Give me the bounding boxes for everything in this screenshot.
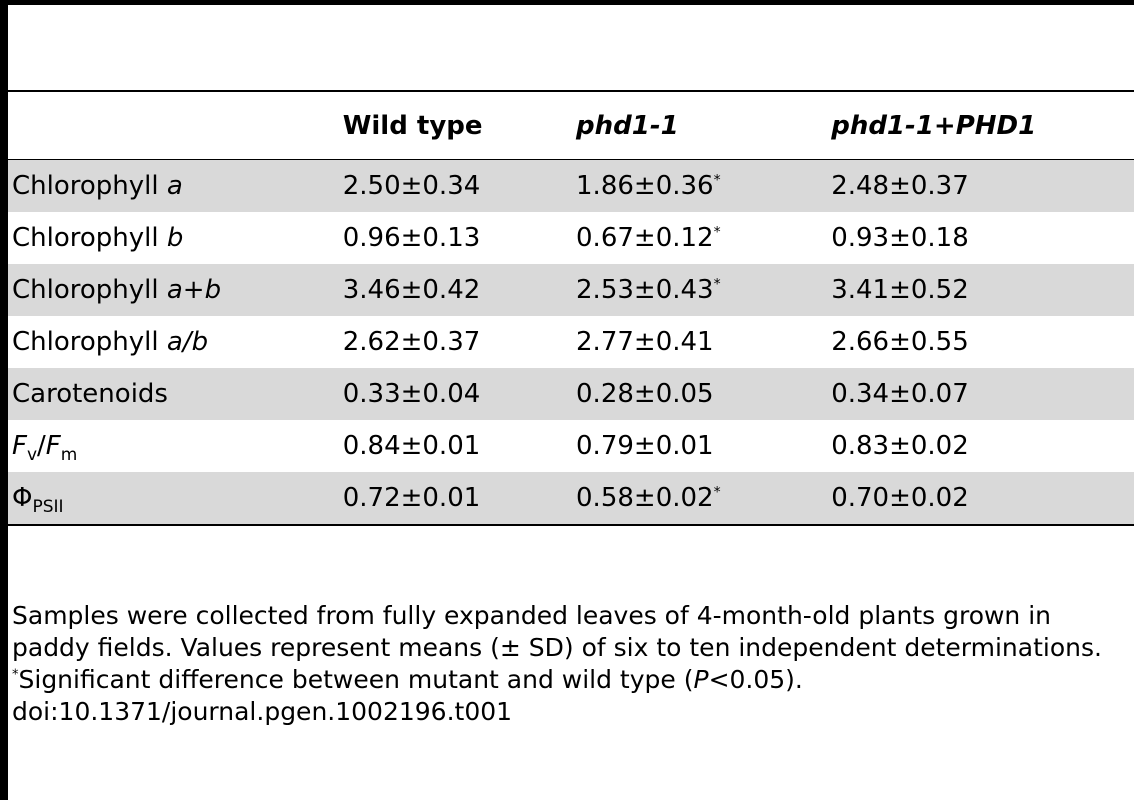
significance-marker: * [713,224,721,241]
cell-complemented: 0.83±0.02 [831,431,969,461]
cell-mutant-value: 2.53±0.43 [576,275,714,305]
row-label: Chlorophyll a [8,159,343,212]
footnote-asterisk: * [12,667,19,683]
row-label-text: Chlorophyll [12,171,167,201]
row-label: Chlorophyll b [8,212,343,264]
header-empty [8,91,343,160]
cell-mutant: 2.77±0.41 [576,316,831,368]
footnote-methods: Samples were collected from fully expand… [12,601,1102,662]
cell-complemented: 3.41±0.52 [831,275,969,305]
cell-mutant: 0.67±0.12* [576,212,831,264]
cell-wild-type: 2.50±0.34 [342,159,577,212]
table-row: Chlorophyll a/b 2.62±0.37 2.77±0.41 2.66… [8,316,1134,368]
cell-wild-type: 0.33±0.04 [342,379,481,409]
footnote-sig-end: <0.05). [708,665,803,694]
cell-complemented: 2.66±0.55 [831,327,969,357]
header-wild-type: Wild type [342,110,483,141]
phi-symbol: Φ [12,483,33,513]
cell-wild-type: 2.62±0.37 [342,327,481,357]
table-row: Chlorophyll a+b 3.46±0.42 2.53±0.43* 3.4… [8,264,1134,316]
row-label: ΦPSII [8,472,343,526]
cell-wild-type: 0.84±0.01 [342,431,481,461]
significance-marker: * [713,276,721,293]
row-label: Carotenoids [8,368,343,420]
cell-mutant: 0.28±0.05 [576,368,831,420]
table-row: Fv/Fm 0.84±0.01 0.79±0.01 0.83±0.02 [8,420,1134,472]
fv-sub-v: v [26,445,38,466]
footnote-doi: doi:10.1371/journal.pgen.1002196.t001 [12,697,513,726]
chlorophyll-table: Wild type phd1-1 phd1-1+PHD1 Chlorophyll… [8,90,1134,526]
cell-mutant: 0.58±0.02* [576,472,832,526]
cell-mutant-value: 0.67±0.12 [576,223,714,253]
data-table-container: Wild type phd1-1 phd1-1+PHD1 Chlorophyll… [8,90,1134,526]
cell-mutant: 1.86±0.36* [576,159,832,212]
header-comp-a: phd1-1 [831,110,934,141]
row-label-text: Carotenoids [12,379,168,409]
left-border [0,0,8,800]
cell-complemented: 2.48±0.37 [831,159,1134,212]
cell-complemented: 0.70±0.02 [831,472,1134,526]
row-label: Chlorophyll a+b [8,264,343,316]
significance-marker: * [713,172,721,189]
cell-wild-type: 3.46±0.42 [342,275,481,305]
cell-complemented: 0.34±0.07 [831,379,969,409]
cell-wild-type: 0.72±0.01 [342,472,577,526]
footnote-p: P [693,665,709,694]
row-label: Fv/Fm [8,420,343,472]
row-label-italic: a [166,171,183,201]
table-row: Chlorophyll a 2.50±0.34 1.86±0.36* 2.48±… [8,159,1134,212]
cell-mutant: 2.53±0.43* [576,264,831,316]
fv-f2: F [45,431,61,461]
header-phd1-1: phd1-1 [576,110,679,141]
row-label-text: Chlorophyll [12,275,167,305]
header-row: Wild type phd1-1 phd1-1+PHD1 [8,91,1134,160]
row-label-text: Chlorophyll [12,327,167,357]
significance-marker: * [713,484,721,501]
fv-sub-m: m [60,445,78,466]
cell-mutant-value: 0.28±0.05 [576,379,714,409]
header-comp-b: PHD1 [955,110,1037,141]
header-complemented: phd1-1+PHD1 [831,91,1134,160]
table-row: Carotenoids 0.33±0.04 0.28±0.05 0.34±0.0… [8,368,1134,420]
footnote-significance: *Significant difference between mutant a… [12,664,1132,696]
cell-wild-type: 0.96±0.13 [342,223,481,253]
fv-f1: F [12,431,27,461]
row-label-text: Chlorophyll [12,223,167,253]
cell-mutant: 0.79±0.01 [576,420,831,472]
row-label-italic: a+b [166,275,222,305]
footnote-sig-text: Significant difference between mutant an… [18,665,694,694]
header-comp-plus: + [933,110,956,141]
cell-complemented: 0.93±0.18 [831,223,969,253]
row-label: Chlorophyll a/b [8,316,343,368]
table-row: ΦPSII 0.72±0.01 0.58±0.02* 0.70±0.02 [8,472,1134,526]
table-footnotes: Samples were collected from fully expand… [12,600,1132,728]
top-border [0,0,1134,5]
row-label-italic: a/b [166,327,209,357]
row-label-italic: b [166,223,184,253]
table-row: Chlorophyll b 0.96±0.13 0.67±0.12* 0.93±… [8,212,1134,264]
cell-mutant-value: 2.77±0.41 [576,327,714,357]
phi-sub-psii: PSII [32,497,64,518]
fv-slash: / [37,431,46,461]
cell-mutant-value: 0.58±0.02 [576,483,714,513]
cell-mutant-value: 0.79±0.01 [576,431,714,461]
cell-mutant-value: 1.86±0.36 [576,171,714,201]
